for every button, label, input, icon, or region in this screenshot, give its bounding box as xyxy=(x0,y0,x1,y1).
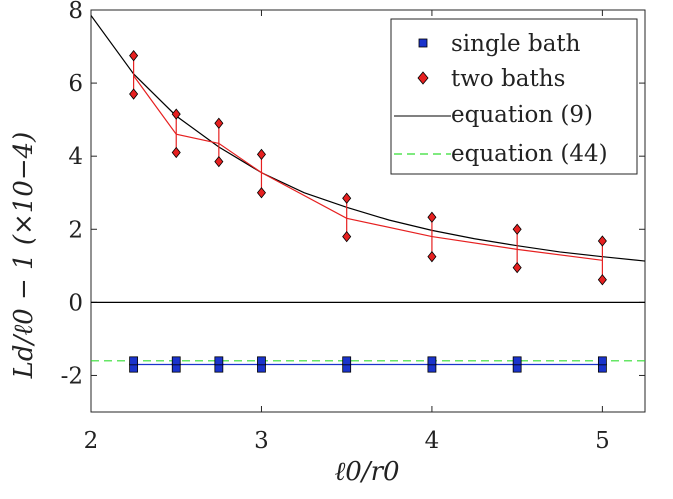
tick-labels: 2 3 4 5 -2 0 2 4 6 8 xyxy=(61,0,610,454)
two-baths-point xyxy=(512,223,522,235)
legend-marker-two-baths xyxy=(417,71,429,85)
single-bath-point xyxy=(171,363,181,373)
y-tick-label: 4 xyxy=(68,144,83,170)
y-tick-label: 2 xyxy=(68,217,83,243)
two-baths-point xyxy=(129,88,139,100)
y-tick-label: -2 xyxy=(61,363,83,389)
legend-label-two-baths: two baths xyxy=(451,66,565,92)
two-baths-point xyxy=(256,148,266,160)
single-bath-point xyxy=(214,363,224,373)
y-tick-label: 6 xyxy=(68,71,83,97)
single-bath-point xyxy=(342,356,352,366)
legend-label-single-bath: single bath xyxy=(451,31,581,57)
two-baths-point xyxy=(171,108,181,120)
series-layer xyxy=(91,15,645,373)
two-baths-point xyxy=(512,262,522,274)
two-baths-point xyxy=(214,117,224,129)
single-bath-point xyxy=(512,356,522,366)
single-bath-point xyxy=(129,363,139,373)
two-baths-point xyxy=(427,211,437,223)
two-baths-point xyxy=(427,251,437,263)
single-bath-point xyxy=(597,363,607,373)
x-tick-label: 2 xyxy=(84,428,99,454)
single-bath-point xyxy=(257,363,266,373)
plot-area xyxy=(90,9,646,413)
y-tick-label: 0 xyxy=(68,290,83,316)
two-baths-point xyxy=(597,274,607,286)
equation-9-curve xyxy=(91,15,645,262)
y-axis-label: Ld/ℓ0 − 1 (×10−4) xyxy=(9,132,39,380)
plot-frame xyxy=(90,9,646,413)
single-bath-point xyxy=(257,356,266,366)
x-tick-label: 5 xyxy=(595,428,610,454)
single-bath-point xyxy=(171,356,181,366)
single-bath-point xyxy=(427,356,437,366)
single-bath-point xyxy=(214,356,224,366)
two-baths-point xyxy=(597,235,607,247)
single-bath-point xyxy=(342,363,352,373)
two-baths-point xyxy=(171,146,181,159)
single-bath-point xyxy=(597,356,607,366)
two-baths-point xyxy=(342,230,352,243)
x-axis-label: ℓ0/r0 xyxy=(334,457,399,487)
legend-label-equation-44: equation (44) xyxy=(451,141,608,167)
two-baths-point xyxy=(342,192,352,204)
two-baths-line xyxy=(133,75,603,261)
single-bath-point xyxy=(427,363,437,373)
x-tick-label: 4 xyxy=(425,428,440,454)
legend-box xyxy=(390,18,638,175)
single-bath-point xyxy=(512,363,522,373)
x-tick-label: 3 xyxy=(254,428,269,454)
legend: single bath two baths equation (9) equat… xyxy=(390,18,638,175)
two-baths-point xyxy=(129,50,139,62)
single-bath-point xyxy=(129,356,139,366)
legend-marker-single-bath xyxy=(418,38,428,48)
two-baths-point xyxy=(256,187,266,199)
legend-label-equation-9: equation (9) xyxy=(451,102,593,128)
two-baths-point xyxy=(214,156,224,168)
y-tick-label: 8 xyxy=(68,0,83,24)
